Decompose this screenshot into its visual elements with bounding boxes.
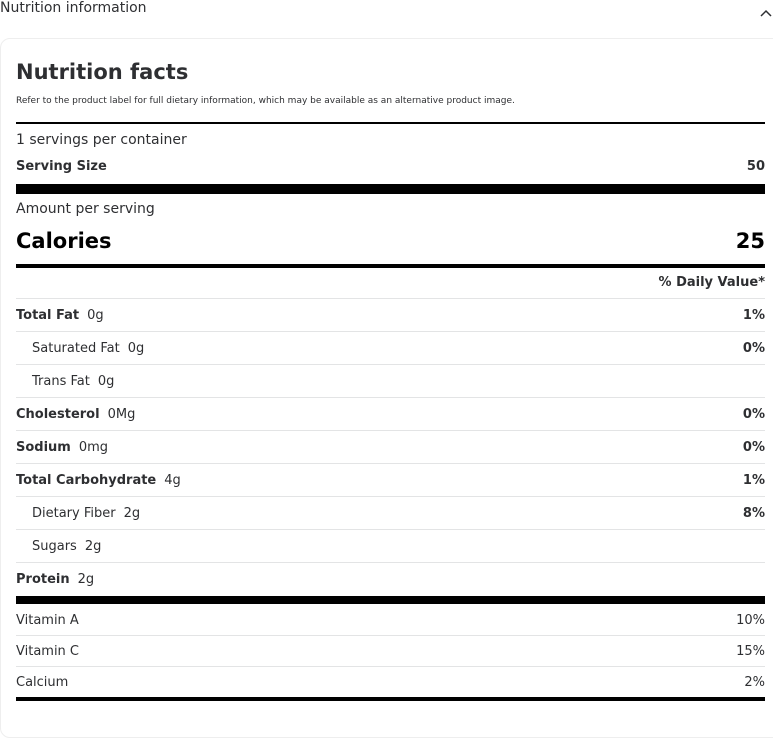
facts-title: Nutrition facts — [16, 60, 189, 84]
thick-divider — [16, 184, 765, 194]
nutrient-name: Total Fat — [16, 307, 80, 323]
nutrient-name: Dietary Fiber — [32, 505, 116, 521]
nutrient-name: Trans Fat — [32, 373, 90, 389]
nutrient-name: Sugars — [32, 538, 77, 554]
nutrient-label: Trans Fat 0g — [32, 374, 114, 389]
vitamin-name: Vitamin C — [16, 643, 80, 659]
nutrient-row: Total Carbohydrate 4g 1% — [16, 463, 765, 496]
nutrient-row: Protein 2g — [16, 562, 765, 595]
nutrient-amount: 0mg — [78, 439, 109, 455]
nutrient-dv: 0% — [742, 439, 765, 455]
nutrient-amount: 2g — [77, 571, 95, 587]
nutrient-name: Sodium — [16, 439, 71, 455]
nutrient-amount: 0Mg — [107, 406, 136, 422]
section-title[interactable]: Nutrition information — [0, 0, 147, 16]
serving-size-row: Serving Size 50 — [16, 159, 765, 174]
nutrient-amount: 0g — [97, 373, 115, 389]
bottom-divider — [16, 697, 765, 701]
vitamin-row: Calcium 2% — [16, 667, 765, 698]
nutrient-dv: 0% — [742, 406, 765, 422]
divider — [16, 264, 765, 268]
nutrient-dv: 1% — [742, 307, 765, 323]
vitamin-list: Vitamin A 10% Vitamin C 15% Calcium 2% — [16, 605, 765, 698]
nutrient-amount: 0g — [87, 307, 104, 323]
vitamin-dv: 10% — [736, 612, 765, 628]
calories-label: Calories — [16, 229, 112, 253]
divider — [16, 122, 765, 124]
nutrient-row: Total Fat 0g 1% — [16, 298, 765, 331]
vitamin-name: Vitamin A — [16, 612, 79, 628]
thick-divider — [16, 596, 765, 604]
vitamin-dv: 15% — [736, 643, 765, 659]
nutrient-dv: 8% — [742, 505, 765, 521]
daily-value-header: % Daily Value* — [658, 275, 765, 290]
calories-row: Calories 25 — [16, 229, 765, 253]
calories-value: 25 — [735, 229, 765, 253]
nutrient-label: Sodium 0mg — [16, 440, 108, 455]
servings-per-container: 1 servings per container — [16, 132, 187, 148]
nutrient-amount: 0g — [127, 340, 145, 356]
nutrient-name: Cholesterol — [16, 406, 100, 422]
amount-per-serving: Amount per serving — [16, 201, 155, 217]
vitamin-row: Vitamin A 10% — [16, 605, 765, 636]
nutrient-row: Saturated Fat 0g 0% — [16, 331, 765, 364]
nutrient-label: Saturated Fat 0g — [32, 341, 144, 356]
nutrient-label: Total Fat 0g — [16, 308, 104, 323]
serving-size-value: 50 — [746, 159, 765, 174]
nutrient-name: Total Carbohydrate — [16, 472, 157, 488]
nutrient-name: Saturated Fat — [32, 340, 120, 356]
nutrient-dv: 0% — [742, 340, 765, 356]
vitamin-row: Vitamin C 15% — [16, 636, 765, 667]
vitamin-dv: 2% — [744, 675, 765, 690]
nutrient-row: Dietary Fiber 2g 8% — [16, 496, 765, 529]
nutrient-name: Protein — [16, 571, 70, 587]
nutrient-dv: 1% — [742, 472, 765, 488]
nutrient-row: Sodium 0mg 0% — [16, 430, 765, 463]
serving-size-label: Serving Size — [16, 159, 107, 174]
nutrient-label: Cholesterol 0Mg — [16, 407, 135, 422]
chevron-up-icon[interactable] — [759, 6, 773, 20]
nutrient-label: Protein 2g — [16, 572, 94, 587]
nutrient-label: Dietary Fiber 2g — [32, 506, 140, 521]
nutrient-amount: 2g — [84, 538, 102, 554]
nutrient-row: Trans Fat 0g — [16, 364, 765, 397]
vitamin-name: Calcium — [16, 675, 69, 690]
nutrient-amount: 4g — [164, 472, 181, 488]
nutrient-label: Total Carbohydrate 4g — [16, 473, 181, 488]
nutrient-row: Cholesterol 0Mg 0% — [16, 397, 765, 430]
nutrient-label: Sugars 2g — [32, 539, 101, 554]
nutrient-amount: 2g — [123, 505, 141, 521]
nutrient-list: Total Fat 0g 1% Saturated Fat 0g 0% Trans Fat 0… — [16, 298, 765, 595]
disclaimer: Refer to the product label for full diet… — [16, 96, 515, 106]
nutrient-row: Sugars 2g — [16, 529, 765, 562]
